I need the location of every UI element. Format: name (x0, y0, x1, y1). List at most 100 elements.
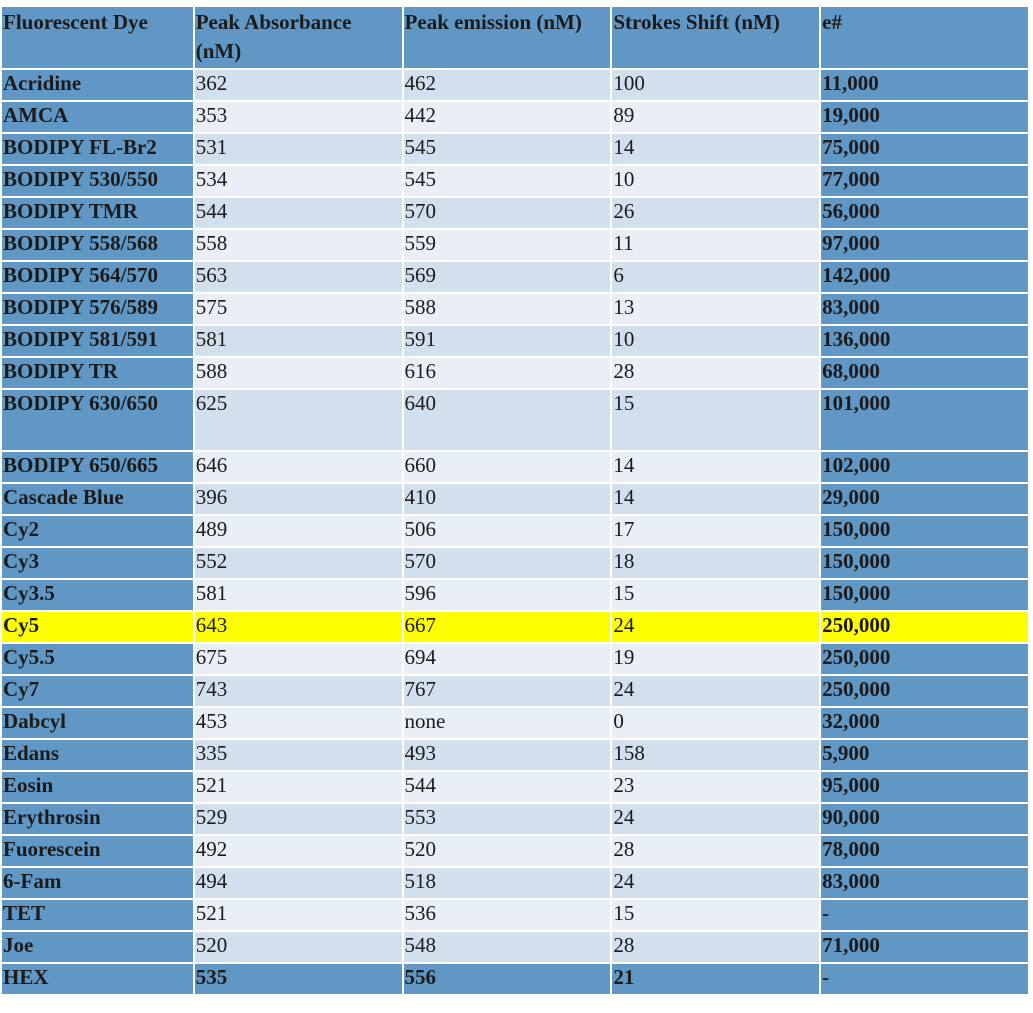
peak-absorbance-cell: 453 (194, 708, 402, 738)
strokes-shift-cell: 14 (612, 452, 820, 482)
dye-name-cell: Dabcyl (2, 708, 193, 738)
dye-name-cell: BODIPY 558/568 (2, 230, 193, 260)
extinction-cell: 150,000 (821, 580, 1028, 610)
table-row: AMCA 353 442 89 19,000 (2, 102, 1028, 132)
dye-name-cell: HEX (2, 964, 193, 994)
peak-absorbance-cell: 489 (194, 516, 402, 546)
peak-emission-cell: 616 (403, 358, 611, 388)
dye-name-cell: Cy2 (2, 516, 193, 546)
strokes-shift-cell: 158 (612, 740, 820, 770)
dye-name-cell: BODIPY 530/550 (2, 166, 193, 196)
strokes-shift-cell: 19 (612, 644, 820, 674)
strokes-shift-cell: 10 (612, 326, 820, 356)
dye-name-cell: AMCA (2, 102, 193, 132)
peak-emission-cell: 569 (403, 262, 611, 292)
table-row: Edans 335 493 158 5,900 (2, 740, 1028, 770)
peak-emission-cell: 544 (403, 772, 611, 802)
peak-emission-cell: 591 (403, 326, 611, 356)
peak-absorbance-cell: 646 (194, 452, 402, 482)
strokes-shift-cell: 6 (612, 262, 820, 292)
dye-name-cell: Eosin (2, 772, 193, 802)
fluorescent-dye-table: Fluorescent Dye Peak Absorbance (nM) Pea… (0, 5, 1030, 996)
peak-absorbance-cell: 558 (194, 230, 402, 260)
strokes-shift-cell: 17 (612, 516, 820, 546)
extinction-cell: 90,000 (821, 804, 1028, 834)
strokes-shift-cell: 24 (612, 804, 820, 834)
extinction-cell: - (821, 964, 1028, 994)
table-row: Cascade Blue 396 410 14 29,000 (2, 484, 1028, 514)
strokes-shift-cell: 14 (612, 134, 820, 164)
extinction-cell: - (821, 900, 1028, 930)
strokes-shift-cell: 24 (612, 676, 820, 706)
strokes-shift-cell: 18 (612, 548, 820, 578)
strokes-shift-cell: 28 (612, 932, 820, 962)
peak-absorbance-cell: 581 (194, 580, 402, 610)
peak-absorbance-cell: 494 (194, 868, 402, 898)
extinction-cell: 142,000 (821, 262, 1028, 292)
dye-name-cell: Cy3.5 (2, 580, 193, 610)
peak-emission-cell: 667 (403, 612, 611, 642)
table-row: BODIPY 558/568 558 559 11 97,000 (2, 230, 1028, 260)
peak-absorbance-cell: 575 (194, 294, 402, 324)
extinction-cell: 250,000 (821, 612, 1028, 642)
dye-name-cell: Edans (2, 740, 193, 770)
column-header-extinction: e# (821, 7, 1028, 68)
extinction-cell: 56,000 (821, 198, 1028, 228)
table-row: BODIPY 650/665 646 660 14 102,000 (2, 452, 1028, 482)
peak-emission-cell: 553 (403, 804, 611, 834)
peak-emission-cell: 518 (403, 868, 611, 898)
peak-absorbance-cell: 535 (194, 964, 402, 994)
dye-name-cell: TET (2, 900, 193, 930)
peak-absorbance-cell: 534 (194, 166, 402, 196)
dye-name-cell: BODIPY 581/591 (2, 326, 193, 356)
peak-emission-cell: 548 (403, 932, 611, 962)
strokes-shift-cell: 15 (612, 390, 820, 450)
peak-absorbance-cell: 625 (194, 390, 402, 450)
column-header-dye: Fluorescent Dye (2, 7, 193, 68)
strokes-shift-cell: 26 (612, 198, 820, 228)
peak-emission-cell: 570 (403, 548, 611, 578)
extinction-cell: 150,000 (821, 516, 1028, 546)
extinction-cell: 29,000 (821, 484, 1028, 514)
table-row: Eosin 521 544 23 95,000 (2, 772, 1028, 802)
dye-name-cell: Cy7 (2, 676, 193, 706)
dye-name-cell: BODIPY 650/665 (2, 452, 193, 482)
extinction-cell: 68,000 (821, 358, 1028, 388)
peak-emission-cell: 556 (403, 964, 611, 994)
table-row: Cy2 489 506 17 150,000 (2, 516, 1028, 546)
peak-absorbance-cell: 521 (194, 772, 402, 802)
extinction-cell: 11,000 (821, 70, 1028, 100)
table-row: Cy7 743 767 24 250,000 (2, 676, 1028, 706)
strokes-shift-cell: 23 (612, 772, 820, 802)
dye-name-cell: Joe (2, 932, 193, 962)
peak-absorbance-cell: 396 (194, 484, 402, 514)
peak-emission-cell: 493 (403, 740, 611, 770)
extinction-cell: 77,000 (821, 166, 1028, 196)
extinction-cell: 83,000 (821, 868, 1028, 898)
dye-name-cell: Cy5.5 (2, 644, 193, 674)
table-row: Cy3 552 570 18 150,000 (2, 548, 1028, 578)
peak-emission-cell: 596 (403, 580, 611, 610)
table-row: Cy5.5 675 694 19 250,000 (2, 644, 1028, 674)
dye-name-cell: BODIPY 630/650 (2, 390, 193, 450)
peak-emission-cell: none (403, 708, 611, 738)
extinction-cell: 102,000 (821, 452, 1028, 482)
peak-absorbance-cell: 588 (194, 358, 402, 388)
peak-absorbance-cell: 520 (194, 932, 402, 962)
peak-absorbance-cell: 675 (194, 644, 402, 674)
extinction-cell: 78,000 (821, 836, 1028, 866)
peak-absorbance-cell: 643 (194, 612, 402, 642)
extinction-cell: 250,000 (821, 676, 1028, 706)
dye-name-cell: BODIPY TR (2, 358, 193, 388)
table-row: 6-Fam 494 518 24 83,000 (2, 868, 1028, 898)
peak-emission-cell: 588 (403, 294, 611, 324)
strokes-shift-cell: 100 (612, 70, 820, 100)
peak-emission-cell: 660 (403, 452, 611, 482)
peak-emission-cell: 767 (403, 676, 611, 706)
strokes-shift-cell: 28 (612, 358, 820, 388)
peak-emission-cell: 570 (403, 198, 611, 228)
extinction-cell: 101,000 (821, 390, 1028, 450)
strokes-shift-cell: 11 (612, 230, 820, 260)
extinction-cell: 83,000 (821, 294, 1028, 324)
table-header-row: Fluorescent Dye Peak Absorbance (nM) Pea… (2, 7, 1028, 68)
